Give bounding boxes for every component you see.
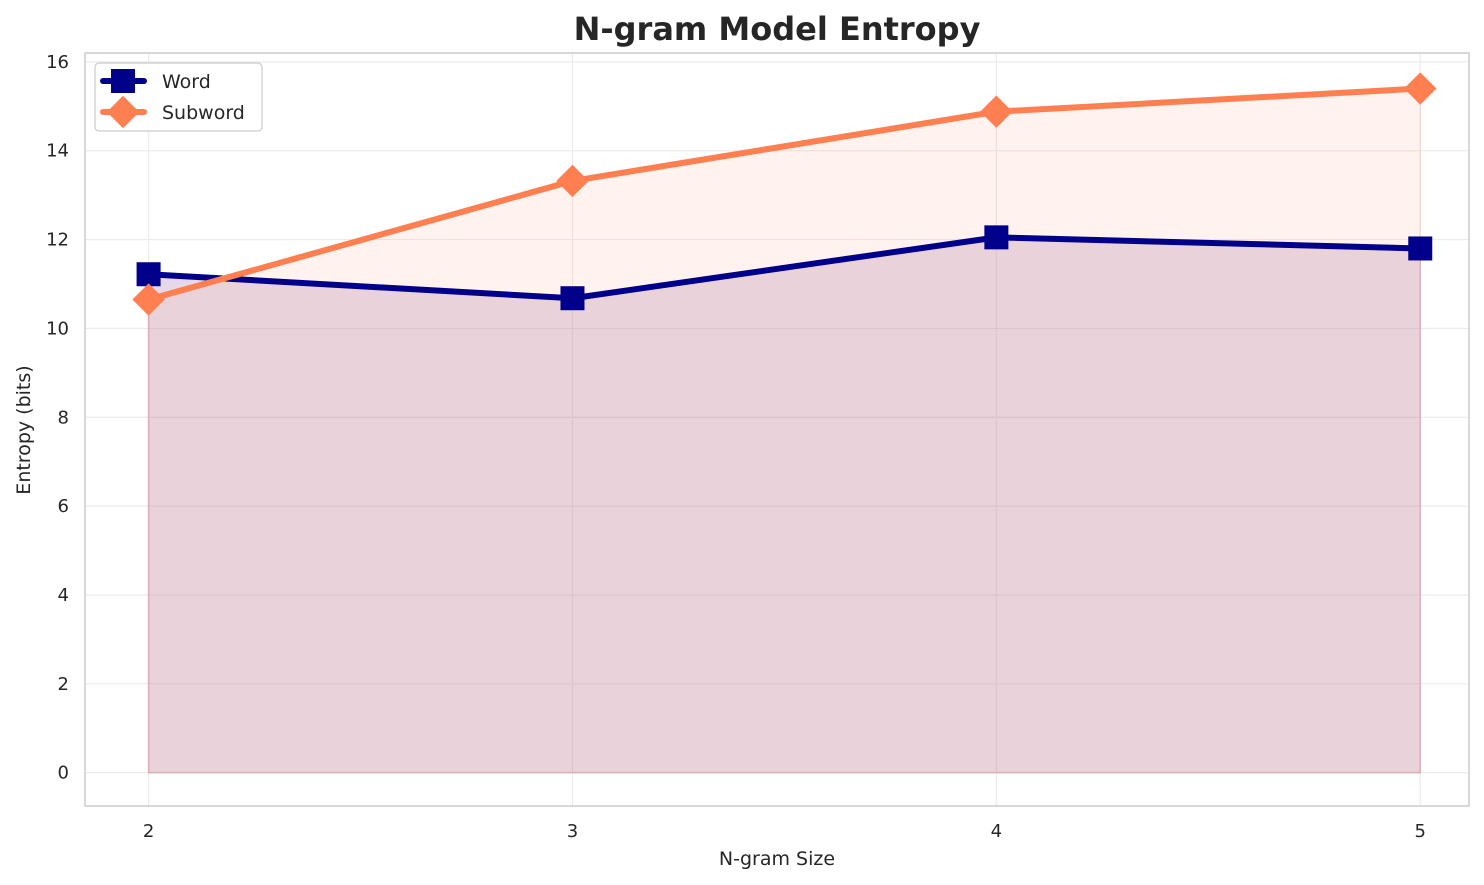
data-point-subword bbox=[1404, 72, 1437, 105]
legend-marker-subword bbox=[106, 95, 140, 129]
y-tick-label: 6 bbox=[58, 496, 69, 517]
series-markers bbox=[132, 72, 1437, 316]
x-tick-label: 5 bbox=[1415, 821, 1426, 842]
legend: Word Subword bbox=[94, 62, 263, 132]
y-tick-label: 10 bbox=[46, 318, 69, 339]
data-point-subword bbox=[132, 283, 165, 316]
area-fill-subword bbox=[147, 87, 1422, 774]
data-point-word bbox=[560, 286, 585, 311]
y-tick-label: 12 bbox=[46, 230, 69, 251]
series-line-word bbox=[145, 234, 1424, 302]
series-lines bbox=[145, 85, 1424, 303]
y-tick-label: 2 bbox=[58, 674, 69, 695]
plot-frame bbox=[84, 52, 1470, 807]
y-axis-label: Entropy (bits) bbox=[13, 365, 35, 494]
data-point-word bbox=[1408, 236, 1433, 261]
y-tick-label: 14 bbox=[46, 141, 69, 162]
x-axis-ticks: 2 3 4 5 bbox=[143, 821, 1426, 842]
x-axis-label: N-gram Size bbox=[719, 848, 835, 870]
y-axis-ticks: 0 2 4 6 8 10 12 14 16 bbox=[46, 52, 69, 784]
area-fills bbox=[147, 87, 1422, 774]
y-tick-label: 0 bbox=[58, 763, 69, 784]
x-tick-label: 4 bbox=[991, 821, 1002, 842]
legend-label-word: Word bbox=[162, 71, 211, 93]
y-tick-label: 4 bbox=[58, 585, 69, 606]
data-point-word bbox=[984, 225, 1009, 250]
data-point-subword bbox=[980, 95, 1013, 128]
data-point-subword bbox=[556, 164, 589, 198]
x-tick-label: 3 bbox=[567, 821, 578, 842]
x-tick-label: 2 bbox=[143, 821, 154, 842]
legend-marker-word bbox=[111, 69, 135, 93]
chart-title: N-gram Model Entropy bbox=[574, 10, 981, 48]
legend-label-subword: Subword bbox=[162, 102, 245, 124]
y-tick-label: 16 bbox=[46, 52, 69, 73]
y-tick-label: 8 bbox=[58, 407, 69, 428]
data-point-word bbox=[136, 262, 161, 287]
series-line-subword bbox=[145, 85, 1424, 303]
